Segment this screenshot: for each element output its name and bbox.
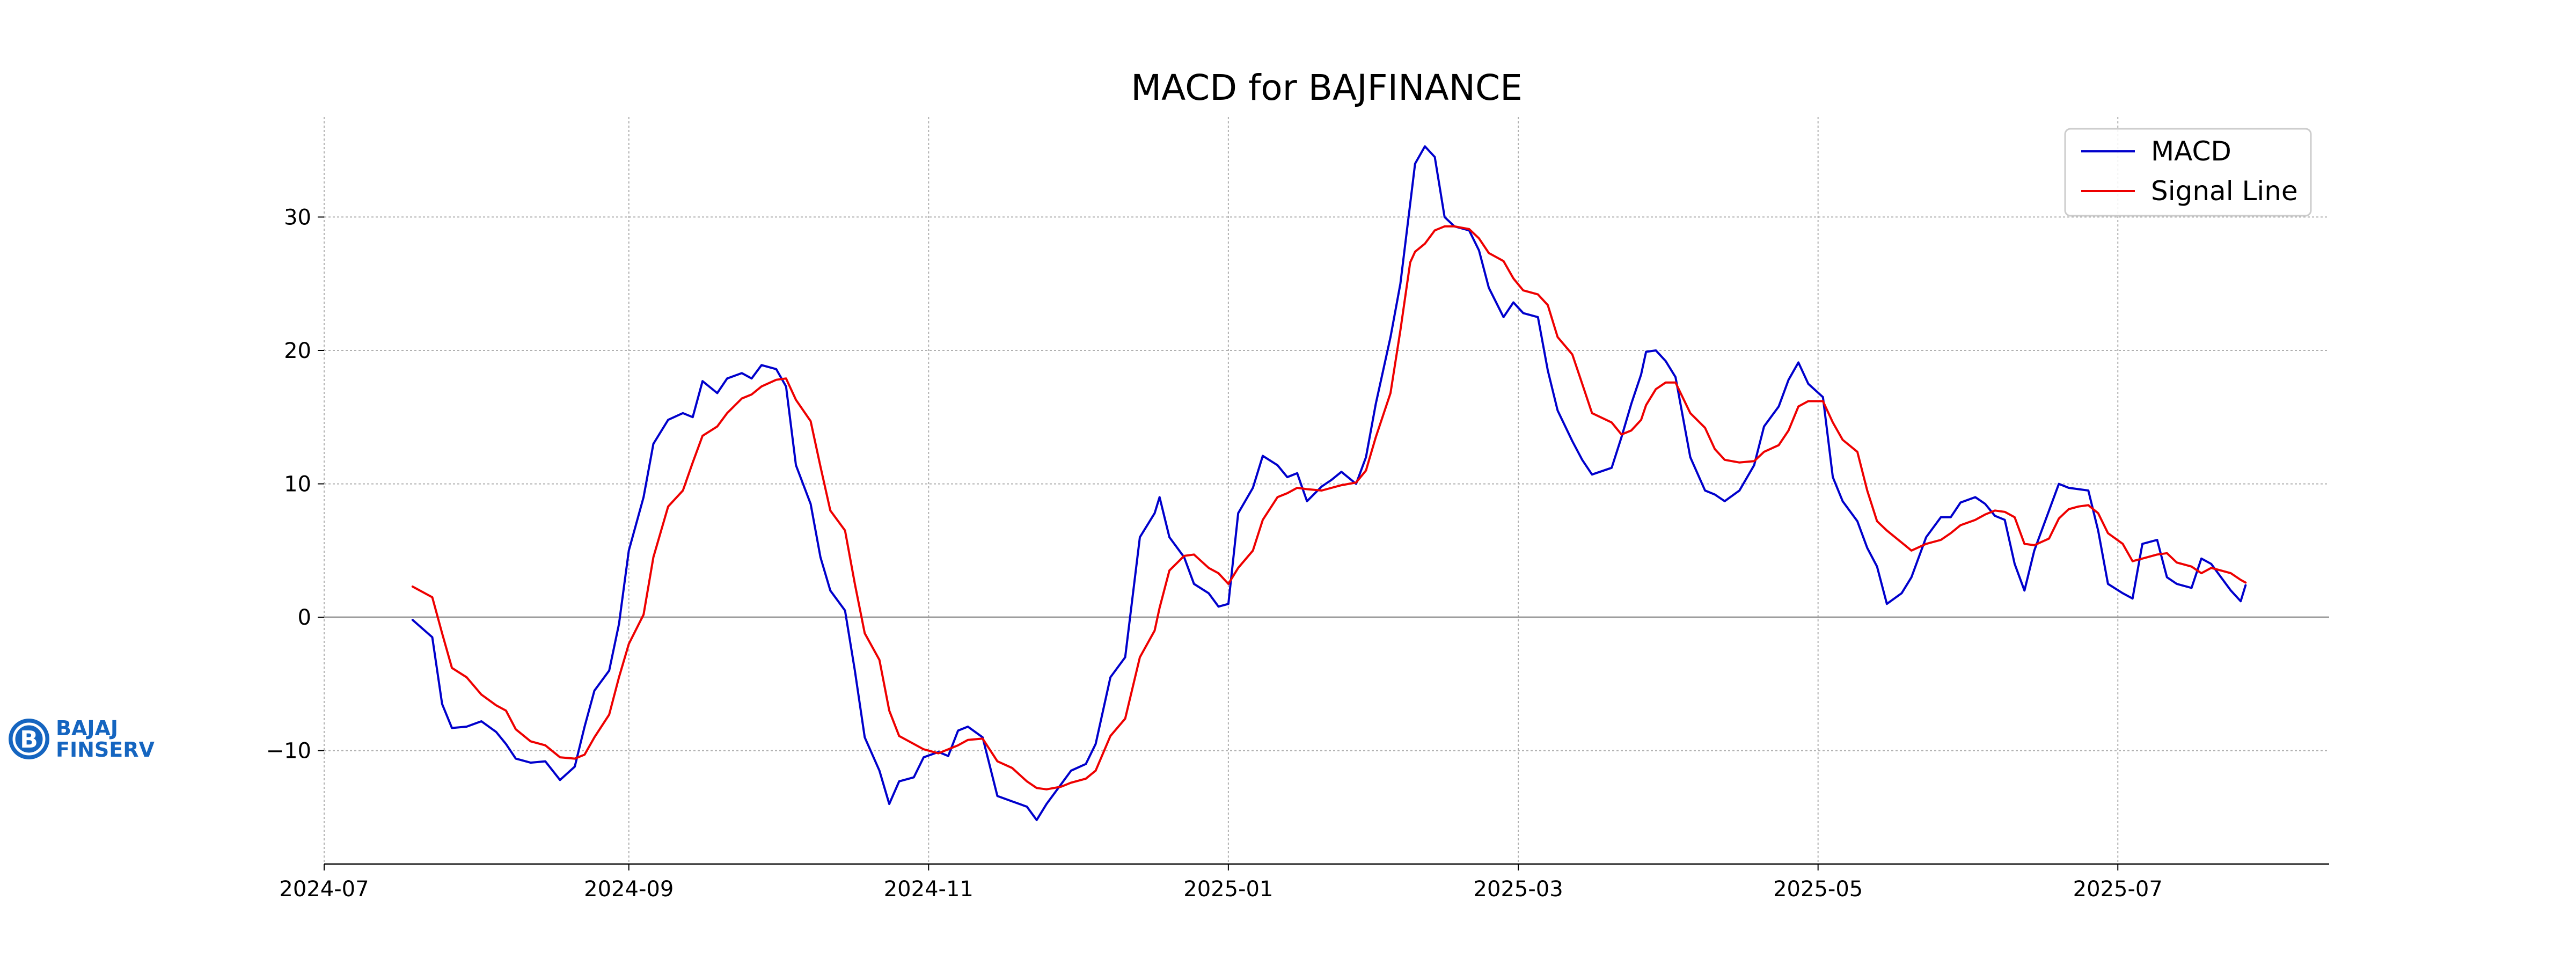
x-tick-label: 2024-09 [584, 877, 674, 902]
y-tick-label: 10 [284, 472, 311, 497]
axes: 2024-07 2024-09 2024-11 2025-01 2025-03 2025-… [266, 205, 2329, 902]
x-tick-label: 2024-07 [279, 877, 369, 902]
x-tick-label: 2025-05 [1773, 877, 1863, 902]
signal-line-line [411, 225, 2247, 791]
legend-label-macd: MACD [2151, 136, 2231, 167]
y-tick-label: 20 [284, 339, 311, 363]
legend: MACD Signal Line [2064, 128, 2312, 217]
x-tick-label: 2025-07 [2073, 877, 2163, 902]
bajaj-finserv-logo: B BAJAJ FINSERV [6, 714, 167, 765]
grid [324, 117, 2329, 864]
svg-text:BAJAJ: BAJAJ [56, 716, 118, 740]
y-tick-label: 30 [284, 205, 311, 230]
legend-label-signal-line: Signal Line [2151, 175, 2298, 207]
macd-line [411, 145, 2247, 821]
x-tick-label: 2024-11 [884, 877, 974, 902]
svg-text:FINSERV: FINSERV [56, 738, 155, 762]
y-tick-label: 0 [298, 605, 311, 630]
x-tick-label: 2025-03 [1474, 877, 1563, 902]
svg-text:B: B [20, 726, 38, 753]
x-tick-label: 2025-01 [1183, 877, 1273, 902]
chart-title: MACD for BAJFINANCE [1131, 67, 1523, 108]
series-lines [411, 145, 2247, 821]
y-tick-label: −10 [266, 739, 311, 764]
